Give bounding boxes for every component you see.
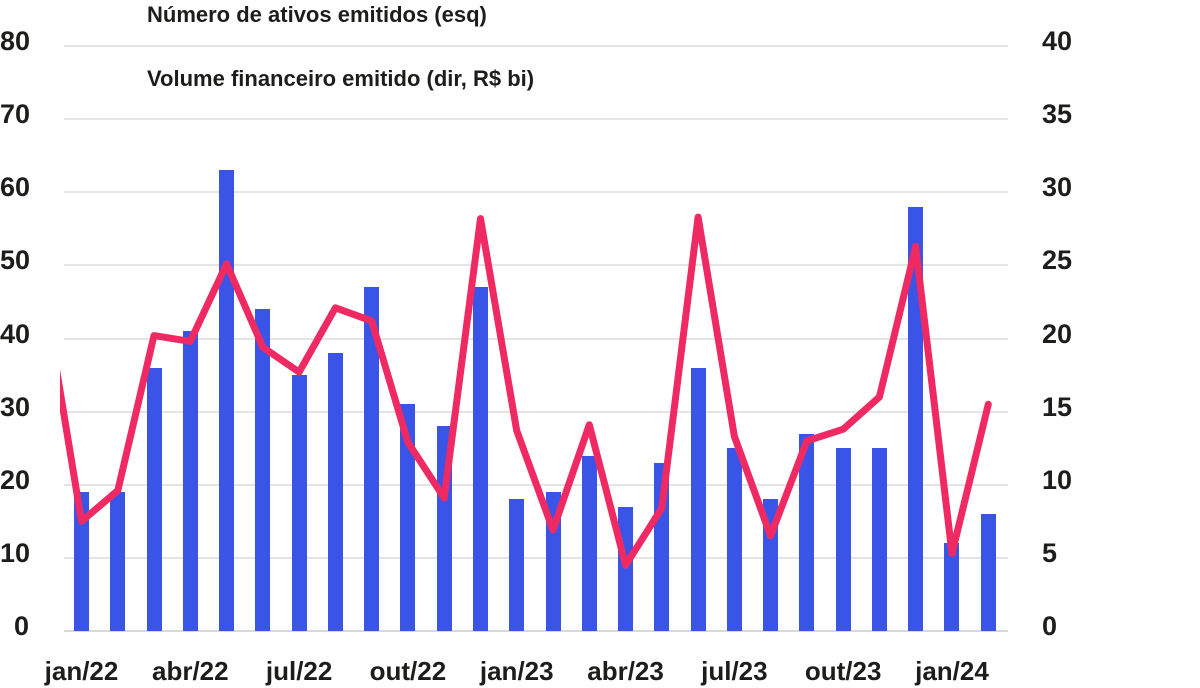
bar-fev/24 xyxy=(980,514,996,631)
left-axis-tick-label: 80 xyxy=(0,26,31,56)
left-axis-tick-label: 40 xyxy=(0,318,31,349)
gridline xyxy=(64,191,1008,194)
bar-mar/23 xyxy=(581,455,597,631)
x-axis-tick-label: out/22 xyxy=(369,656,447,686)
bar-mai/23 xyxy=(654,462,670,631)
right-axis-tick-label: 40 xyxy=(1042,26,1073,56)
bar-mai/22 xyxy=(219,170,235,631)
bar-out/23 xyxy=(835,448,851,631)
right-axis-tick-label: 25 xyxy=(1042,245,1073,276)
bar-set/22 xyxy=(364,287,380,631)
bar-jul/23 xyxy=(726,448,742,631)
bar-series-swatch-icon xyxy=(93,4,136,26)
x-axis-tick-label: abr/23 xyxy=(587,656,664,686)
bar-ago/23 xyxy=(763,499,779,631)
x-axis-tick-label: abr/22 xyxy=(151,656,229,686)
right-axis-tick-label: 35 xyxy=(1042,99,1073,130)
bar-ago/22 xyxy=(327,353,343,631)
gridline xyxy=(64,483,1008,486)
left-axis-tick-label: 60 xyxy=(0,172,31,203)
bar-out/22 xyxy=(400,404,416,631)
right-axis-tick-label: 0 xyxy=(1042,611,1058,641)
bar-mar/22 xyxy=(146,367,162,631)
line-series-label: Volume financeiro emitido (dir, R$ bi) xyxy=(147,66,535,91)
x-axis-tick-label: jan/23 xyxy=(479,656,554,686)
bar-jan/22 xyxy=(74,492,89,631)
bar-jan/24 xyxy=(944,543,960,631)
gridline xyxy=(64,630,1008,632)
right-axis-tick-label: 15 xyxy=(1042,391,1073,422)
bar-jun/22 xyxy=(255,309,271,631)
left-axis-tick-label: 20 xyxy=(0,464,31,495)
legend-item-bars: Número de ativos emitidos (esq) xyxy=(93,2,487,28)
x-axis-tick-label: jul/23 xyxy=(701,656,768,686)
left-axis-tick-label: 70 xyxy=(0,99,31,130)
right-axis-tick-label: 20 xyxy=(1042,318,1073,349)
left-axis-tick-label: 10 xyxy=(0,537,31,568)
gridline xyxy=(64,118,1008,121)
right-axis-tick-label: 30 xyxy=(1042,172,1073,203)
bar-jul/22 xyxy=(291,375,307,631)
gridline xyxy=(64,410,1008,413)
bar-abr/22 xyxy=(182,331,198,631)
right-axis-tick-label: 10 xyxy=(1042,464,1073,495)
bar-jan/23 xyxy=(509,499,525,631)
bar-nov/23 xyxy=(871,448,887,631)
bar-dez/22 xyxy=(472,287,488,631)
gridline xyxy=(64,264,1008,267)
bar-nov/22 xyxy=(436,426,452,631)
legend-item-line: Volume financeiro emitido (dir, R$ bi) xyxy=(93,66,534,92)
x-axis-tick-label: jul/22 xyxy=(265,656,333,686)
right-axis-tick-label: 5 xyxy=(1042,537,1058,568)
gridline xyxy=(64,337,1008,340)
left-axis-tick-label: 50 xyxy=(0,245,31,276)
bar-fev/23 xyxy=(545,492,561,631)
bar-dez/23 xyxy=(908,206,924,631)
bar-jun/23 xyxy=(690,367,706,631)
x-axis-tick-label: out/23 xyxy=(804,656,882,686)
bar-fev/22 xyxy=(110,492,126,631)
x-axis-tick-label: jan/24 xyxy=(915,656,989,686)
gridline xyxy=(64,556,1008,559)
left-axis-tick-label: 30 xyxy=(0,391,31,422)
bar-series-label: Número de ativos emitidos (esq) xyxy=(147,2,487,27)
bar-set/23 xyxy=(799,433,815,631)
gridline xyxy=(64,45,1008,47)
bar-abr/23 xyxy=(618,506,634,631)
left-axis-tick-label: 0 xyxy=(13,611,29,641)
x-axis-tick-label: jan/22 xyxy=(44,656,119,686)
line-series-swatch-icon xyxy=(93,76,138,83)
